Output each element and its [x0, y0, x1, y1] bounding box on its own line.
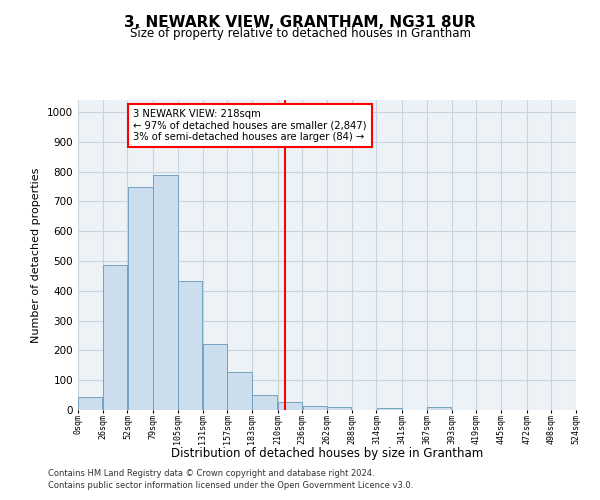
- Bar: [377, 408, 402, 410]
- Bar: [427, 407, 451, 410]
- Y-axis label: Number of detached properties: Number of detached properties: [31, 168, 41, 342]
- Bar: [154, 174, 178, 410]
- Bar: [128, 187, 153, 410]
- Text: 3, NEWARK VIEW, GRANTHAM, NG31 8UR: 3, NEWARK VIEW, GRANTHAM, NG31 8UR: [124, 15, 476, 30]
- Bar: [178, 281, 202, 410]
- Bar: [227, 372, 251, 410]
- Bar: [302, 406, 327, 410]
- Text: 3 NEWARK VIEW: 218sqm
← 97% of detached houses are smaller (2,847)
3% of semi-de: 3 NEWARK VIEW: 218sqm ← 97% of detached …: [133, 109, 367, 142]
- Bar: [252, 395, 277, 410]
- Bar: [327, 407, 352, 410]
- Bar: [203, 344, 227, 410]
- Text: Size of property relative to detached houses in Grantham: Size of property relative to detached ho…: [130, 28, 470, 40]
- Text: Contains HM Land Registry data © Crown copyright and database right 2024.: Contains HM Land Registry data © Crown c…: [48, 468, 374, 477]
- Text: Contains public sector information licensed under the Open Government Licence v3: Contains public sector information licen…: [48, 481, 413, 490]
- Bar: [278, 402, 302, 410]
- Bar: [103, 266, 127, 410]
- Bar: [78, 398, 103, 410]
- Text: Distribution of detached houses by size in Grantham: Distribution of detached houses by size …: [171, 448, 483, 460]
